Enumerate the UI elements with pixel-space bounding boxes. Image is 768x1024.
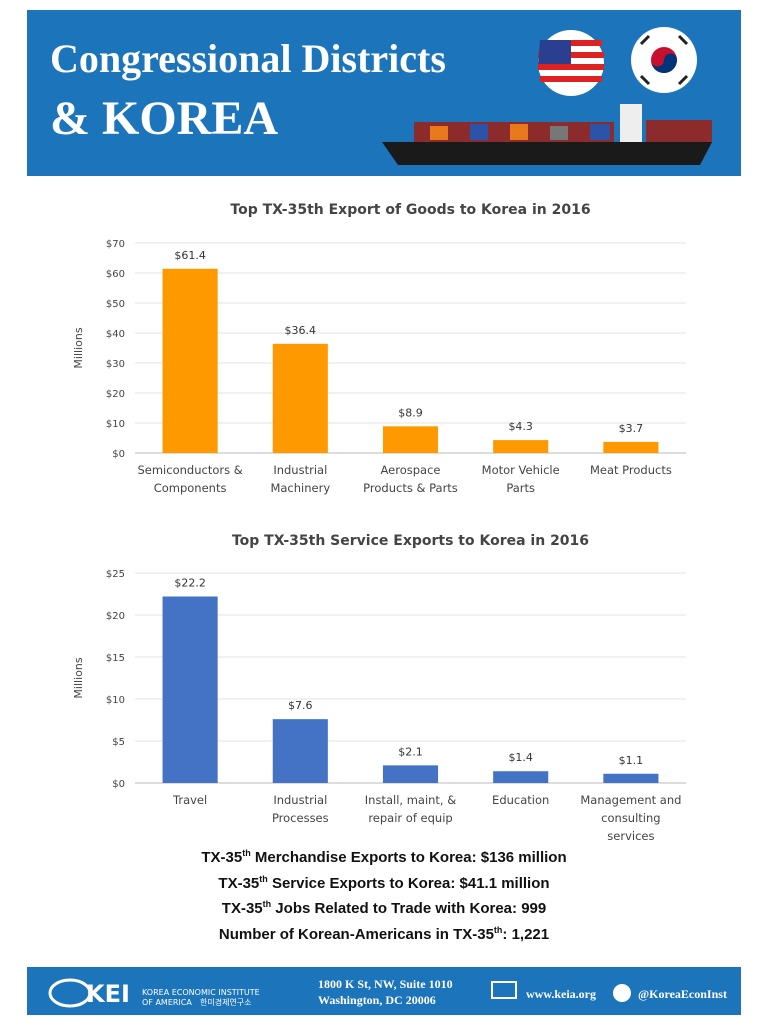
stat-text: Number of Korean-Americans in TX-35: [218, 925, 494, 943]
stat-text: TX-35: [218, 874, 260, 892]
stat-superscript: th: [262, 899, 272, 909]
y-tick-label: $0: [112, 779, 125, 790]
stat-text: Service Exports to Korea: $41.1 million: [267, 874, 550, 892]
x-tick-label: Install, maint, & repair of equip: [364, 793, 457, 825]
stat-text: Jobs Related to Trade with Korea: 999: [271, 900, 547, 917]
stat-line: Number of Korean-Americans in TX-35th: 1…: [0, 925, 768, 943]
y-axis-label: Millions: [72, 327, 85, 368]
value-label: $36.4: [285, 324, 317, 337]
footer-org: OF AMERICA: [142, 998, 192, 1007]
stat-line: TX-35th Service Exports to Korea: $41.1 …: [0, 874, 768, 892]
cargo-ship: [382, 104, 712, 165]
footer-website: www.keia.org: [526, 987, 596, 1001]
bar: [162, 596, 218, 783]
twitter-icon: [613, 984, 631, 1002]
y-tick-label: $15: [106, 653, 125, 664]
y-axis-label: Millions: [72, 657, 85, 698]
stat-superscript: th: [259, 873, 268, 884]
y-tick-label: $10: [106, 419, 125, 430]
footer-address: Washington, DC 20006: [318, 993, 436, 1007]
header-title: Congressional Districts: [50, 36, 446, 81]
bar: [603, 773, 659, 783]
x-tick-label: Education: [492, 793, 550, 807]
bar: [603, 441, 659, 453]
value-label: $1.1: [619, 754, 644, 767]
korea-flag: [631, 27, 697, 93]
x-tick-label: Meat Products: [589, 463, 672, 477]
x-tick-label: Aerospace Products & Parts: [363, 463, 458, 495]
footer-band: [27, 967, 741, 1015]
stat-superscript: th: [242, 848, 251, 858]
value-label: $7.6: [288, 699, 313, 712]
stat-line: TX-35th Merchandise Exports to Korea: $1…: [0, 848, 768, 866]
bar: [162, 268, 218, 453]
value-label: $8.9: [398, 406, 423, 419]
stat-text: TX-35: [201, 849, 243, 866]
bar: [272, 343, 328, 453]
footer-address: 1800 K St, NW, Suite 1010: [318, 977, 453, 991]
value-label: $1.4: [508, 751, 533, 764]
header-title: & KOREA: [50, 92, 278, 145]
y-tick-label: $50: [106, 299, 125, 310]
footer-twitter: @KoreaEconInst: [638, 987, 727, 1001]
value-label: $3.7: [619, 422, 644, 435]
chart-title: Top TX-35th Service Exports to Korea in …: [232, 533, 589, 549]
footer-logo: KEI: [86, 980, 130, 1008]
stat-superscript: th: [493, 924, 503, 935]
y-tick-label: $30: [106, 359, 125, 370]
x-tick-label: Travel: [173, 793, 208, 807]
value-label: $2.1: [398, 745, 423, 758]
chart-title: Top TX-35th Export of Goods to Korea in …: [230, 202, 590, 218]
bar: [382, 426, 439, 453]
stat-text: : 1,221: [502, 925, 550, 943]
us-flag: [538, 30, 604, 96]
stat-text: TX-35: [221, 900, 263, 917]
y-tick-label: $10: [106, 695, 125, 706]
value-label: $22.2: [174, 577, 206, 590]
x-tick-label: Management and consulting services: [580, 793, 682, 843]
footer-org: KOREA ECONOMIC INSTITUTE: [142, 988, 260, 997]
bar: [493, 440, 549, 453]
x-tick-label: Industrial Machinery: [270, 463, 331, 495]
web-icon: [491, 981, 517, 999]
bar: [382, 765, 439, 783]
y-tick-label: $70: [106, 239, 125, 250]
value-label: $61.4: [174, 249, 206, 262]
stat-text: Merchandise Exports to Korea: $136 milli…: [250, 849, 567, 866]
y-tick-label: $20: [106, 389, 125, 400]
kei-logo-ring: [48, 978, 92, 1008]
value-label: $4.3: [508, 420, 533, 433]
y-tick-label: $25: [106, 569, 125, 580]
y-tick-label: $0: [112, 449, 125, 460]
y-tick-label: $20: [106, 611, 125, 622]
footer-org-korean: 한미경제연구소: [200, 997, 252, 1007]
y-tick-label: $60: [106, 269, 125, 280]
x-tick-label: Industrial Processes: [271, 793, 329, 825]
x-tick-label: Motor Vehicle Parts: [481, 463, 560, 495]
y-tick-label: $5: [112, 737, 125, 748]
stat-line: TX-35th Jobs Related to Trade with Korea…: [0, 899, 768, 917]
y-tick-label: $40: [106, 329, 125, 340]
bar: [493, 771, 549, 783]
bar: [272, 719, 328, 783]
x-tick-label: Semiconductors & Components: [137, 463, 243, 495]
